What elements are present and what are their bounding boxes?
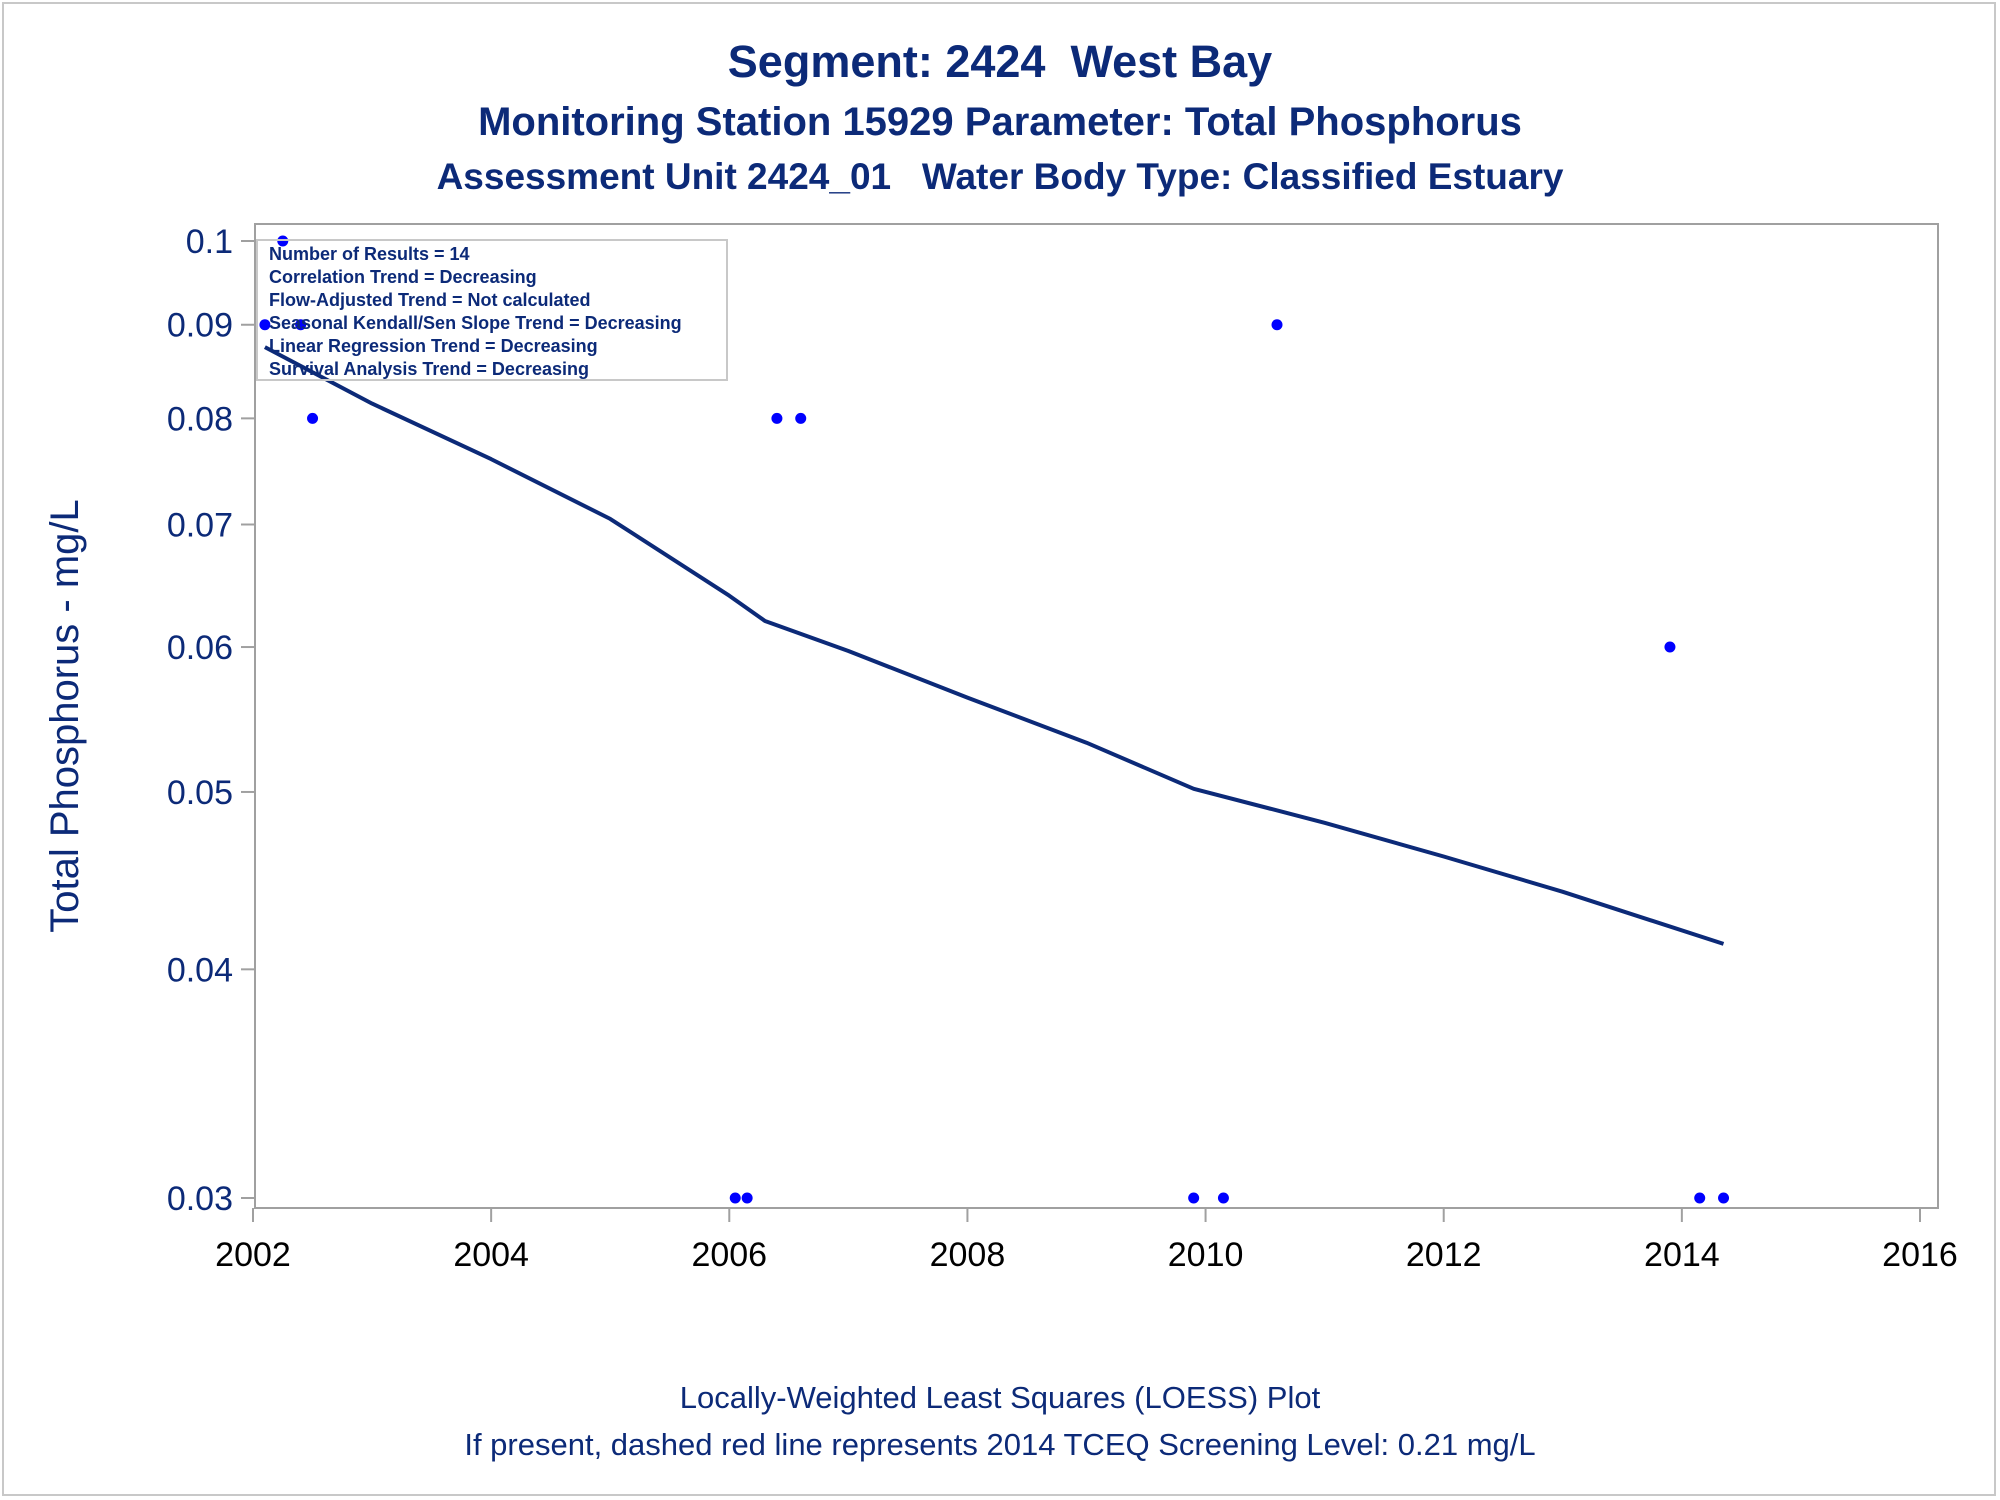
- chart-subtitle-assessment: Assessment Unit 2424_01 Water Body Type:…: [436, 156, 1564, 197]
- y-axis: 0.1 0.09 0.08 0.07 0.06 0.05 0.04 0.03: [167, 223, 255, 1218]
- y-tick-label: 0.1: [186, 223, 233, 261]
- data-point: [1271, 319, 1283, 331]
- legend: Number of Results = 14 Correlation Trend …: [256, 239, 728, 381]
- footnote-screening-level: If present, dashed red line represents 2…: [464, 1427, 1536, 1462]
- legend-box: [256, 239, 728, 381]
- legend-entry: Flow-Adjusted Trend = Not calculated: [269, 290, 591, 310]
- data-point: [729, 1192, 741, 1204]
- chart-title: Segment: 2424 West Bay: [727, 36, 1273, 87]
- y-tick-label: 0.07: [167, 507, 233, 545]
- data-point: [307, 412, 319, 424]
- y-tick-label: 0.09: [167, 307, 233, 345]
- data-point: [295, 319, 307, 331]
- x-tick-label: 2008: [930, 1236, 1006, 1274]
- data-point: [1188, 1192, 1200, 1204]
- legend-entry: Number of Results = 14: [269, 244, 470, 264]
- x-tick-label: 2014: [1644, 1236, 1720, 1274]
- data-point: [741, 1192, 753, 1204]
- x-tick-label: 2004: [453, 1236, 529, 1274]
- loess-trend-line: [263, 345, 1725, 946]
- legend-entry: Linear Regression Trend = Decreasing: [269, 336, 598, 356]
- data-point: [259, 319, 271, 331]
- y-tick-label: 0.05: [167, 774, 233, 812]
- y-tick-label: 0.03: [167, 1180, 233, 1218]
- x-axis: 2002 2004 2006 2008 2010 2012 2014 2016: [215, 1208, 1958, 1274]
- data-point: [1664, 641, 1676, 653]
- legend-entry: Correlation Trend = Decreasing: [269, 267, 537, 287]
- y-tick-label: 0.06: [167, 629, 233, 667]
- data-point: [771, 412, 783, 424]
- y-axis-label: Total Phosphorus - mg/L: [43, 499, 87, 933]
- legend-entry: Seasonal Kendall/Sen Slope Trend = Decre…: [269, 313, 682, 333]
- data-point: [1718, 1192, 1730, 1204]
- x-tick-label: 2016: [1882, 1236, 1958, 1274]
- x-tick-label: 2006: [691, 1236, 767, 1274]
- x-tick-label: 2002: [215, 1236, 291, 1274]
- data-point: [1694, 1192, 1706, 1204]
- chart-subtitle-station: Monitoring Station 15929 Parameter: Tota…: [478, 100, 1522, 144]
- footnote-method: Locally-Weighted Least Squares (LOESS) P…: [679, 1380, 1321, 1415]
- trend-layer: [263, 345, 1725, 946]
- data-point: [1217, 1192, 1229, 1204]
- y-tick-label: 0.04: [167, 951, 233, 989]
- x-tick-label: 2012: [1406, 1236, 1482, 1274]
- legend-entry: Survival Analysis Trend = Decreasing: [269, 359, 589, 379]
- y-tick-label: 0.08: [167, 400, 233, 438]
- data-point: [795, 412, 807, 424]
- plot-area: [254, 223, 1939, 1209]
- x-tick-label: 2010: [1168, 1236, 1244, 1274]
